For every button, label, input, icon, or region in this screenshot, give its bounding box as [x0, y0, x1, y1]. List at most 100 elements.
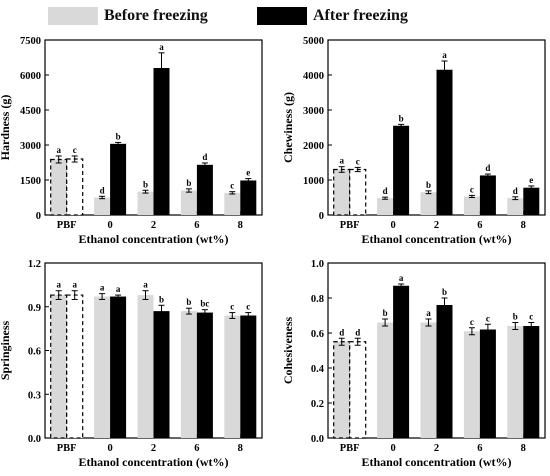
y-axis-label: Cohesiveness	[281, 317, 295, 385]
y-tick-label: 1000	[303, 176, 324, 187]
y-axis-label: Hardness (g)	[0, 95, 12, 161]
bar-before	[224, 192, 241, 215]
significance-label: e	[529, 175, 533, 185]
bar-before	[507, 326, 524, 438]
bar-after	[523, 326, 540, 438]
y-tick-label: 0.0	[28, 434, 41, 445]
y-axis-label: Chewiness (g)	[281, 92, 295, 163]
x-tick-label: 2	[434, 443, 439, 454]
bar-after	[66, 158, 84, 216]
significance-label: b	[399, 113, 404, 123]
significance-label: b	[513, 312, 518, 322]
x-tick-label: 0	[390, 220, 395, 231]
bar-after	[196, 312, 213, 438]
y-tick-label: 3000	[20, 141, 41, 152]
x-tick-label: 2	[434, 220, 439, 231]
x-tick-label: PBF	[340, 443, 360, 454]
significance-label: d	[355, 327, 360, 337]
significance-label: a	[56, 280, 61, 290]
y-tick-label: 6000	[20, 71, 41, 82]
bar-before	[50, 294, 68, 439]
bar-before	[333, 168, 351, 216]
y-tick-label: 1.2	[28, 259, 41, 270]
legend-label-after: After freezing	[313, 7, 408, 24]
significance-label: b	[383, 308, 388, 318]
y-axis-label: Springiness	[0, 320, 12, 380]
y-tick-label: 3000	[303, 106, 324, 117]
bar-after	[479, 175, 496, 215]
x-tick-label: 8	[521, 443, 526, 454]
bar-after	[196, 164, 213, 215]
x-axis-label: Ethanol concentration (wt%)	[362, 455, 512, 469]
significance-label: b	[186, 297, 191, 307]
x-tick-label: 6	[477, 220, 482, 231]
x-tick-label: 0	[107, 443, 112, 454]
bar-before	[463, 196, 480, 215]
y-tick-label: 5000	[303, 36, 324, 47]
significance-label: c	[529, 312, 533, 322]
bar-after	[436, 305, 453, 438]
significance-label: b	[186, 178, 191, 188]
chart-panel-4: 0.0 0.2 0.4 0.6 0.8 1.0 Cohesiveness Ethanol co…	[281, 259, 546, 469]
bar-after	[240, 315, 257, 438]
significance-label: c	[470, 317, 474, 327]
bar-before	[94, 197, 111, 215]
significance-label: d	[383, 186, 388, 196]
y-tick-label: 0	[36, 211, 41, 222]
significance-label: a	[426, 308, 431, 318]
significance-label: d	[485, 163, 490, 173]
x-tick-label: 6	[194, 220, 199, 231]
significance-label: b	[116, 131, 121, 141]
significance-label: c	[246, 302, 250, 312]
bar-after	[153, 311, 170, 438]
bar-before	[94, 296, 111, 438]
bar-before	[224, 315, 241, 438]
bar-after	[393, 285, 410, 438]
y-tick-label: 7500	[20, 36, 41, 47]
bar-before	[333, 341, 351, 439]
significance-label: b	[442, 287, 447, 297]
bar-before	[180, 190, 197, 215]
significance-label: a	[56, 145, 61, 155]
bar-after	[240, 180, 257, 215]
bar-before	[137, 191, 154, 215]
bar-after	[523, 187, 540, 215]
y-tick-label: 4000	[303, 71, 324, 82]
significance-label: bc	[200, 299, 209, 309]
significance-label: d	[513, 186, 518, 196]
y-tick-label: 0.8	[311, 294, 324, 305]
significance-label: a	[442, 50, 447, 60]
x-tick-label: PBF	[340, 220, 360, 231]
y-tick-label: 0.2	[311, 399, 324, 410]
bar-after	[436, 69, 453, 215]
legend-label-before: Before freezing	[104, 7, 208, 24]
bar-after	[110, 143, 127, 215]
x-tick-label: 2	[151, 220, 156, 231]
significance-label: a	[143, 280, 148, 290]
y-tick-label: 0.4	[311, 364, 325, 375]
x-tick-label: 0	[390, 443, 395, 454]
legend-after: After freezing	[257, 5, 408, 27]
significance-label: d	[100, 185, 105, 195]
bar-before	[377, 322, 394, 438]
x-axis-label: Ethanol concentration (wt%)	[79, 232, 229, 246]
x-tick-label: 8	[238, 220, 243, 231]
significance-label: c	[230, 302, 234, 312]
bar-after	[349, 341, 367, 439]
chart-panel-3: 0.0 0.3 0.6 0.9 1.2 Springiness Ethanol concen…	[0, 259, 263, 469]
significance-label: c	[486, 313, 490, 323]
y-tick-label: 0	[319, 211, 324, 222]
significance-label: a	[159, 42, 164, 52]
significance-label: b	[143, 179, 148, 189]
significance-label: d	[202, 152, 207, 162]
significance-label: e	[246, 168, 250, 178]
bar-before	[420, 322, 437, 438]
bar-before	[137, 295, 154, 438]
bar-after	[393, 125, 410, 215]
y-tick-label: 0.9	[28, 303, 41, 314]
legend-swatch-after	[257, 7, 307, 25]
chart-panel-1: 0 1500 3000 4500 6000 7500 Hardness (g) Ethanol…	[0, 36, 263, 246]
x-axis-label: Ethanol concentration (wt%)	[79, 455, 229, 469]
bar-before	[180, 311, 197, 438]
bar-after	[110, 296, 127, 438]
